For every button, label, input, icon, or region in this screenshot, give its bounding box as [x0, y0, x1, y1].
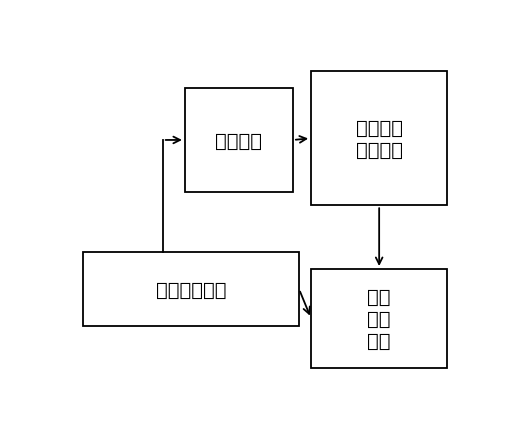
Text: 增益
调节
单元: 增益 调节 单元: [368, 287, 391, 350]
Bar: [83, 253, 299, 326]
Text: 光电换能单元: 光电换能单元: [156, 280, 226, 299]
Text: 衰减数値
计算单元: 衰减数値 计算单元: [356, 118, 403, 159]
Bar: [185, 89, 293, 192]
Bar: [311, 72, 447, 206]
Text: 采样单元: 采样单元: [216, 131, 263, 150]
Bar: [311, 269, 447, 368]
